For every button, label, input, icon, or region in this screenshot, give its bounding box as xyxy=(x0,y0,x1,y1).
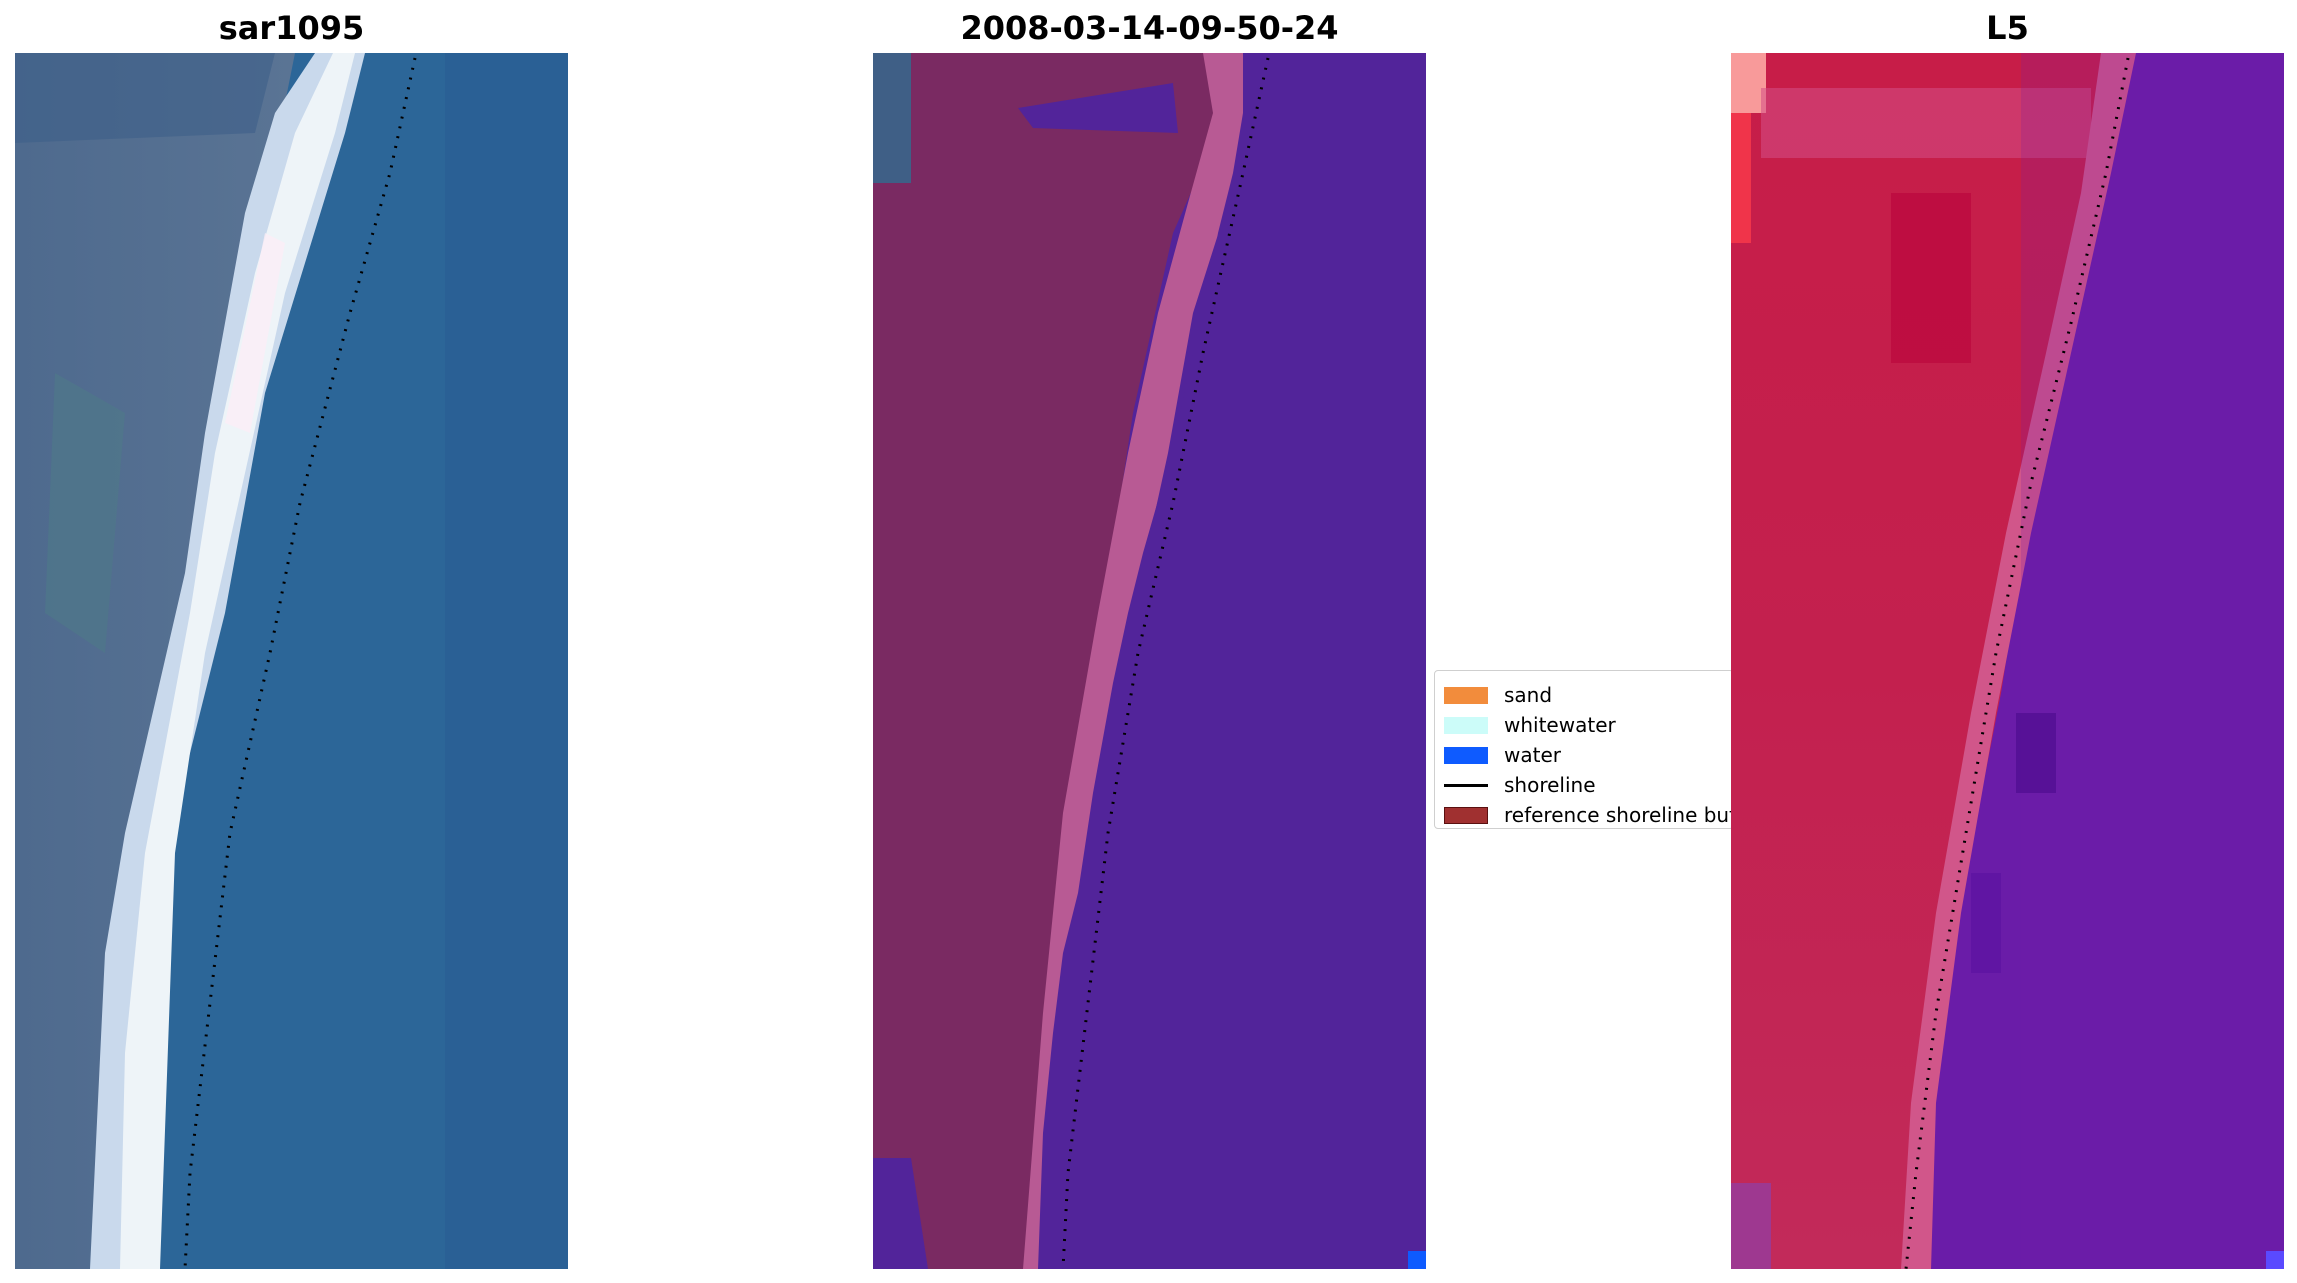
legend-label: sand xyxy=(1504,683,1553,707)
classified-image-panel xyxy=(873,53,1426,1269)
legend-item-water: water xyxy=(1444,740,1561,770)
legend-label: reference shoreline buffer xyxy=(1504,803,1764,827)
buffer-swatch xyxy=(1444,806,1488,824)
index-image xyxy=(1731,53,2284,1269)
legend-label: water xyxy=(1504,743,1561,767)
sand-swatch xyxy=(1444,686,1488,704)
rgb-image-panel xyxy=(15,53,568,1269)
classified-image xyxy=(873,53,1426,1269)
legend-item-reference-buffer: reference shoreline buffer xyxy=(1444,800,1763,830)
index-image-panel xyxy=(1731,53,2284,1269)
shoreline-swatch xyxy=(1444,783,1488,787)
whitewater-swatch xyxy=(1444,716,1488,734)
panel-title-rgb: sar1095 xyxy=(218,9,365,47)
panel-title-classified: 2008-03-14-09-50-24 xyxy=(960,9,1339,47)
legend: sand whitewater water shoreline referenc… xyxy=(1434,670,1763,829)
legend-label: whitewater xyxy=(1504,713,1616,737)
legend-item-shoreline: shoreline xyxy=(1444,770,1596,800)
rgb-image xyxy=(15,53,568,1269)
legend-item-whitewater: whitewater xyxy=(1444,710,1616,740)
panel-title-index: L5 xyxy=(1986,9,2029,47)
legend-item-sand: sand xyxy=(1444,680,1552,710)
legend-label: shoreline xyxy=(1504,773,1596,797)
water-swatch xyxy=(1444,746,1488,764)
